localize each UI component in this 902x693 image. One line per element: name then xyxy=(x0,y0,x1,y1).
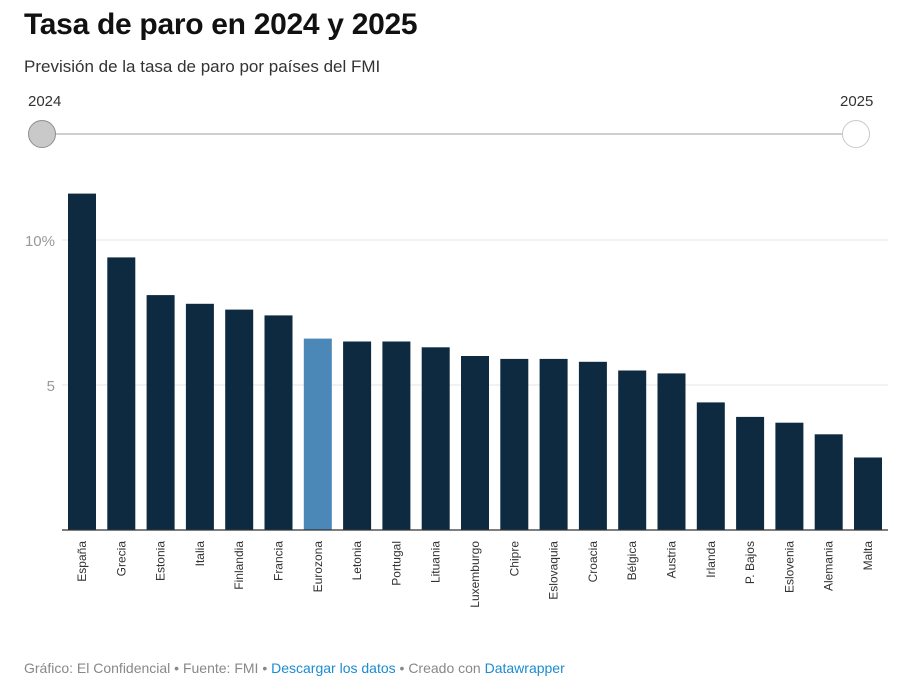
bar[interactable] xyxy=(461,356,489,530)
bar[interactable] xyxy=(854,457,882,531)
bar[interactable] xyxy=(264,315,293,530)
x-tick-label: Lituania xyxy=(429,541,443,583)
slider-track[interactable] xyxy=(42,133,856,135)
x-tick-label: Austria xyxy=(665,541,679,579)
x-tick-label: Bélgica xyxy=(625,541,639,581)
bar-chart: 5 10% España Grecia Estonia Italia Finlandia Fr… xyxy=(25,193,888,608)
bar[interactable] xyxy=(500,358,529,530)
bar[interactable] xyxy=(696,402,725,530)
bar[interactable] xyxy=(382,341,411,531)
bar[interactable] xyxy=(539,358,568,530)
download-data-link[interactable]: Descargar los datos xyxy=(271,660,396,676)
x-tick-label: P. Bajos xyxy=(743,541,757,584)
bar[interactable] xyxy=(303,338,332,530)
year-slider: 2024 2025 xyxy=(0,0,902,160)
slider-handle-2025[interactable] xyxy=(842,120,870,148)
bar[interactable] xyxy=(107,257,136,530)
x-tick-label: Irlanda xyxy=(704,541,718,578)
bar[interactable] xyxy=(736,416,765,530)
x-tick-label: Luxemburgo xyxy=(468,541,482,608)
bar[interactable] xyxy=(578,361,607,530)
x-tick-label: Eslovaquia xyxy=(547,541,561,600)
x-tick-label: Finlandia xyxy=(232,541,246,590)
chart-subtitle: Previsión de la tasa de paro por países … xyxy=(24,57,381,76)
slider-start-label[interactable]: 2024 xyxy=(28,93,62,110)
x-tick-label: Croacia xyxy=(586,541,600,583)
bar[interactable] xyxy=(775,422,804,530)
x-tick-label: Malta xyxy=(861,541,875,571)
slider-end-label[interactable]: 2025 xyxy=(840,93,874,110)
x-tick-label: Eslovenia xyxy=(782,541,796,593)
bar[interactable] xyxy=(814,434,843,530)
bar[interactable] xyxy=(421,347,450,530)
x-tick-label: Alemania xyxy=(822,541,836,591)
bar[interactable] xyxy=(343,341,372,531)
x-tick-label: Eurozona xyxy=(311,541,325,593)
x-tick-label: Francia xyxy=(272,541,286,581)
bar[interactable] xyxy=(225,309,254,530)
bar[interactable] xyxy=(146,295,175,530)
x-tick-label: Chipre xyxy=(507,541,521,577)
y-tick-label: 5 xyxy=(47,378,55,395)
bar[interactable] xyxy=(657,373,686,530)
y-tick-label: 10% xyxy=(25,233,55,250)
footer-credit: Gráfico: El Confidencial • Fuente: FMI • xyxy=(24,660,272,676)
x-tick-label: Italia xyxy=(193,541,207,567)
bar[interactable] xyxy=(185,303,214,530)
x-tick-label: Letonia xyxy=(350,541,364,581)
datawrapper-link[interactable]: Datawrapper xyxy=(484,660,565,676)
footer-middle: • Creado con xyxy=(395,660,485,676)
x-tick-label: Estonia xyxy=(154,541,168,581)
slider-handle-2024[interactable] xyxy=(28,120,56,148)
x-tick-label: Portugal xyxy=(389,541,403,586)
x-tick-label: Grecia xyxy=(114,541,128,577)
bar[interactable] xyxy=(68,193,96,530)
x-tick-label: España xyxy=(75,541,89,582)
footer: Gráfico: El Confidencial • Fuente: FMI •… xyxy=(24,660,565,676)
bar[interactable] xyxy=(618,370,647,531)
chart-title: Tasa de paro en 2024 y 2025 xyxy=(24,8,418,41)
